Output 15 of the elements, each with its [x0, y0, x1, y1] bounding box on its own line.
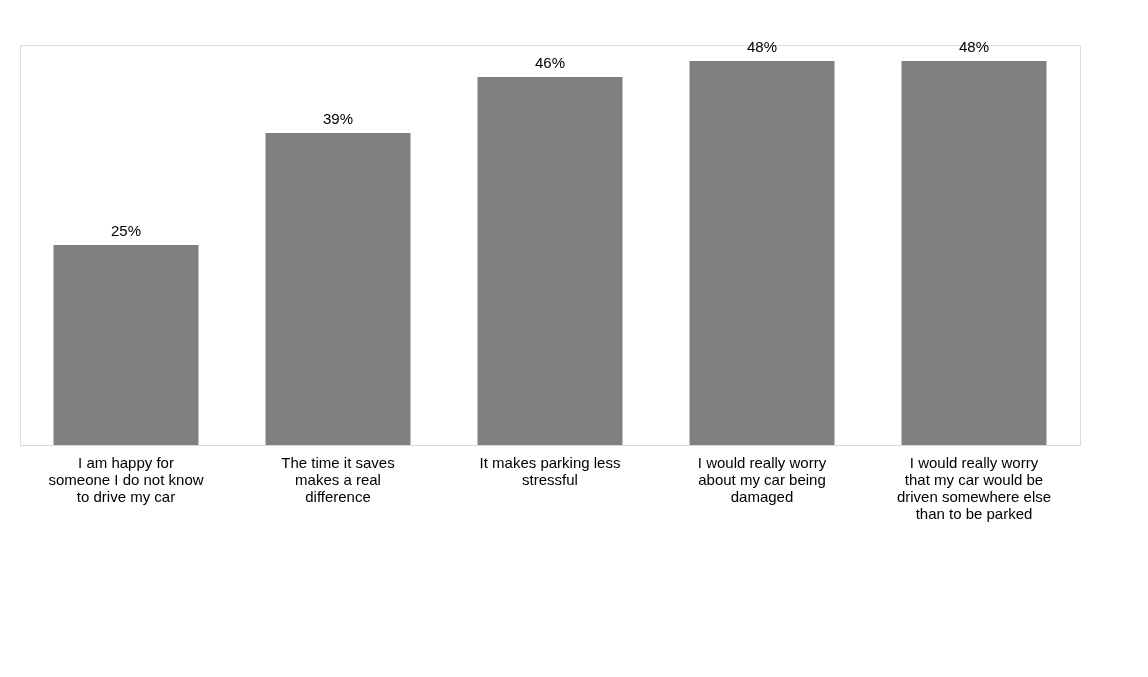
data-label: 25% [110, 222, 142, 239]
x-tick-label: The time it saves makes a real difference [281, 453, 395, 505]
bar [265, 133, 411, 445]
data-label: 39% [322, 110, 354, 127]
x-tick-label: I am happy for someone I do not know to drive my car [48, 453, 204, 505]
x-tick-label: I would really worry about my car being damaged [697, 453, 827, 505]
bar [689, 61, 835, 445]
x-tick-label: It makes parking less stressful [479, 453, 621, 488]
data-label: 48% [746, 38, 778, 55]
bar [901, 61, 1047, 445]
bar [477, 77, 623, 445]
data-label: 46% [534, 54, 566, 71]
data-label: 48% [958, 38, 990, 55]
bar [53, 245, 199, 445]
x-tick-label: I would really worry that my car would be driven somewhere else than to be parked [896, 453, 1052, 522]
